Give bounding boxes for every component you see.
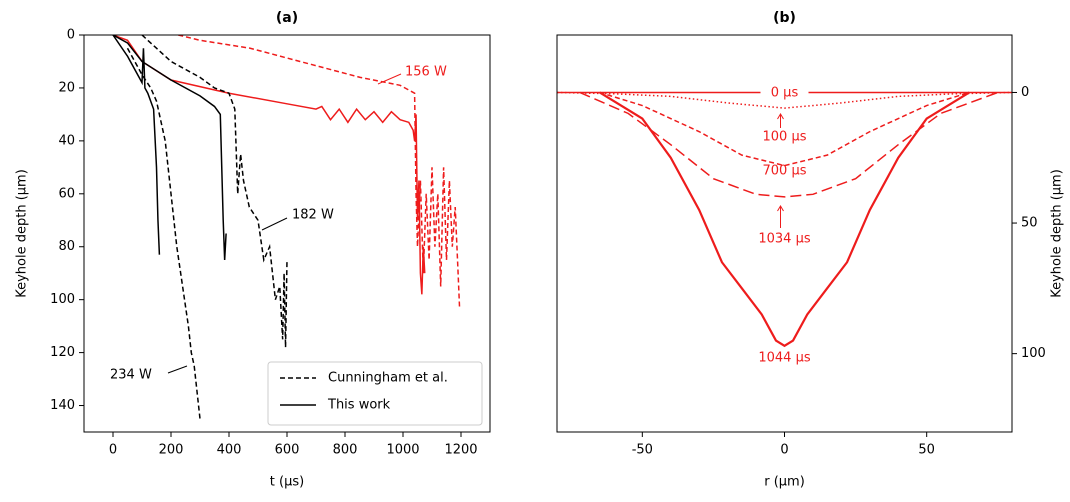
y-axis-label: Keyhole depth (μm)	[15, 169, 30, 298]
subplot-title: (b)	[773, 10, 796, 26]
y-tick-label: 0	[67, 28, 75, 43]
subplot: (a)t (μs)Keyhole depth (μm)0 200 400 600 800…	[15, 10, 491, 490]
annotation-arrowhead	[777, 113, 784, 120]
x-axis-label: r (μm)	[764, 475, 805, 490]
x-tick-label: 1200	[444, 443, 477, 458]
legend-label: Cunningham et al.	[328, 371, 448, 386]
line-series	[599, 91, 970, 348]
label-background	[760, 85, 809, 101]
line-series	[112, 35, 227, 261]
y-axis-label: Keyhole depth (μm)	[1050, 169, 1065, 298]
y-tick-label: 20	[58, 80, 75, 95]
subplot: (b) r (μm) Keyhole depth (μm) -50 0 50 0 50 100 0…	[556, 10, 1065, 490]
line-series	[112, 35, 426, 295]
x-tick-label: 200	[159, 443, 184, 458]
annotation: 234 W	[110, 368, 152, 383]
y-tick-label: 100	[1021, 346, 1046, 361]
series-label: 700 μs	[763, 164, 807, 179]
line-series	[178, 35, 461, 308]
x-tick-label: 0	[109, 443, 117, 458]
legend-label: This work	[327, 398, 391, 413]
x-tick-label: 50	[918, 443, 935, 458]
line-series	[579, 91, 999, 198]
x-tick-label: 0	[780, 443, 788, 458]
annotation: 156 W	[405, 65, 447, 80]
series-label: 100 μs	[763, 130, 807, 145]
y-tick-label: 60	[58, 186, 75, 201]
legend-box	[267, 361, 483, 426]
x-tick-label: 400	[217, 443, 242, 458]
y-tick-label: 120	[50, 345, 75, 360]
annotation-leader	[261, 217, 288, 231]
annotation-leader	[167, 365, 188, 374]
x-tick-label: 600	[275, 443, 300, 458]
x-axis-label: t (μs)	[270, 475, 304, 490]
annotation-leader	[377, 73, 402, 85]
y-tick-label: 100	[50, 292, 75, 307]
annotation: 182 W	[292, 208, 334, 223]
series-label: 1044 μs	[758, 351, 810, 366]
subplot-title: (a)	[276, 10, 298, 26]
x-tick-label: 800	[333, 443, 358, 458]
plot-frame	[83, 34, 491, 433]
x-tick-label: -50	[632, 443, 653, 458]
line-series	[141, 35, 288, 348]
annotation-arrowhead	[777, 205, 784, 212]
series-label: 1034 μs	[758, 232, 810, 247]
y-tick-label: 140	[50, 398, 75, 413]
series-label: 0 μs	[771, 86, 799, 101]
y-tick-label: 40	[58, 133, 75, 148]
line-series	[112, 35, 161, 255]
x-tick-label: 1000	[386, 443, 419, 458]
line-series	[599, 91, 970, 167]
y-tick-label: 80	[58, 239, 75, 254]
y-tick-label: 0	[1021, 85, 1029, 100]
line-series	[557, 91, 1012, 109]
line-series	[126, 47, 201, 419]
plot-frame	[556, 34, 1013, 433]
y-tick-label: 50	[1021, 216, 1038, 231]
